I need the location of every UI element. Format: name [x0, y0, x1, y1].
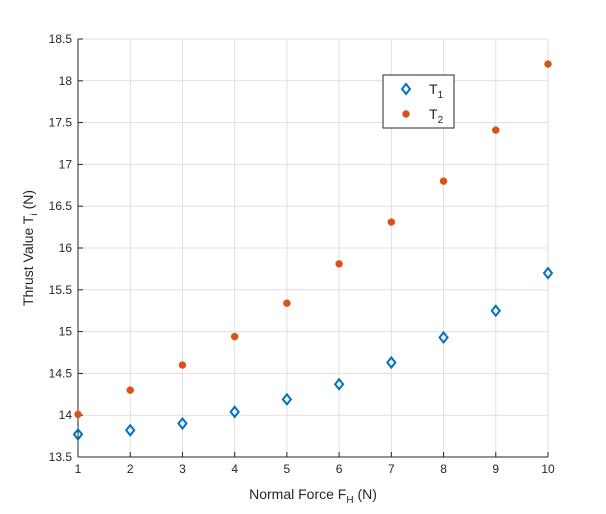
y-tick-label: 17.5 — [49, 116, 73, 130]
series-2-point — [74, 410, 82, 419]
y-tick-label: 15 — [59, 325, 73, 339]
series-1-point — [281, 392, 293, 406]
series-1-point — [542, 266, 554, 280]
x-tick-label: 1 — [75, 462, 82, 476]
series-1-point — [124, 423, 136, 437]
series-2-point — [178, 361, 187, 369]
series-1-point — [177, 416, 188, 431]
y-tick-label: 16.5 — [49, 199, 73, 213]
x-tick-label: 2 — [127, 462, 134, 476]
y-tick-label: 13.5 — [49, 450, 73, 464]
x-tick-label: 9 — [492, 462, 499, 476]
y-axis-label: Thrust Value Ti (N) — [20, 190, 40, 306]
y-tick-label: 18 — [59, 74, 73, 88]
legend-box — [382, 74, 455, 129]
x-tick-label: 6 — [336, 462, 343, 476]
axes — [77, 38, 549, 458]
series-2-point — [335, 260, 343, 268]
legend-label-2: T2 — [429, 106, 444, 126]
grid-lines — [77, 38, 549, 458]
series-1-point — [229, 405, 240, 419]
x-tick-label: 4 — [231, 462, 238, 476]
legend-label-1: T1 — [429, 81, 444, 101]
x-tick-label: 7 — [388, 462, 395, 476]
y-tick-label: 17 — [59, 157, 73, 171]
series-1-point — [438, 330, 449, 345]
legend-marker-2 — [402, 110, 410, 118]
y-tick-label: 18.5 — [49, 32, 73, 46]
y-tick-labels: 13.5 14 14.5 15 15.5 16 16.5 17 17.5 18 18.5 — [49, 32, 73, 464]
series-2-point — [492, 126, 500, 134]
x-tick-label: 3 — [179, 462, 186, 476]
series-2-point — [544, 60, 552, 68]
y-tick-label: 15.5 — [49, 283, 73, 297]
series-2-point — [439, 177, 448, 185]
series-2-point — [387, 218, 396, 226]
series-1-point — [386, 355, 397, 370]
legend-marker-1 — [400, 82, 412, 96]
x-axis-label: Normal Force FH (N) — [249, 486, 377, 506]
data-markers — [72, 60, 554, 442]
y-tick-label: 14.5 — [49, 366, 73, 380]
series-1-point — [490, 304, 502, 318]
x-tick-label: 5 — [284, 462, 291, 476]
x-tick-label: 8 — [440, 462, 447, 476]
y-tick-label: 14 — [59, 408, 73, 422]
series-2-point — [126, 386, 134, 394]
y-tick-label: 16 — [59, 241, 73, 255]
series-2-point — [230, 332, 239, 341]
series-1-point — [72, 427, 84, 442]
x-tick-label: 10 — [541, 462, 555, 476]
series-2-point — [283, 299, 291, 307]
series-1-point — [333, 377, 345, 391]
x-tick-labels: 1 2 3 4 5 6 7 8 9 10 — [75, 462, 555, 476]
